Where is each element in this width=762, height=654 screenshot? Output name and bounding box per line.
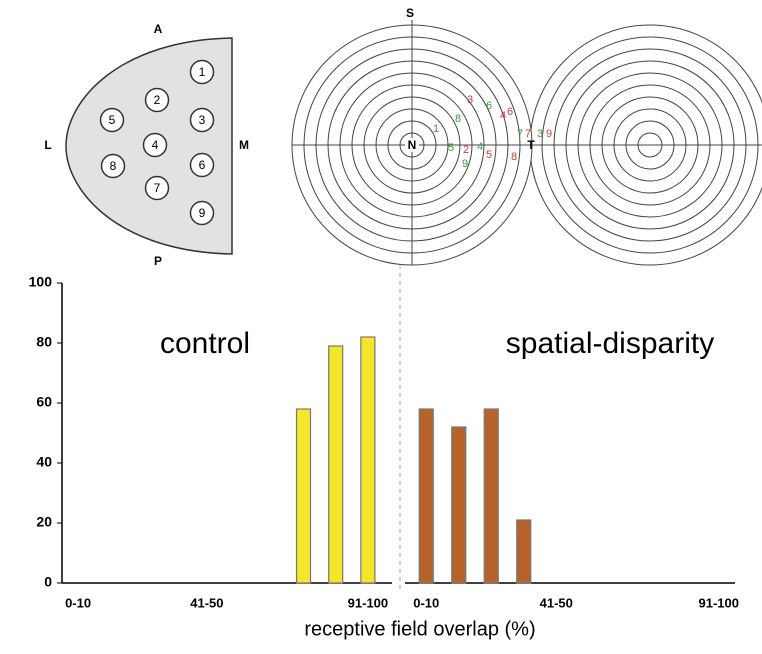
y-tick-label: 40 <box>36 454 52 470</box>
field-point: 4 <box>477 141 483 153</box>
field-point: 9 <box>546 128 552 140</box>
recording-site <box>144 175 170 201</box>
bar <box>451 426 467 584</box>
y-tick-label: 0 <box>44 574 52 590</box>
field-point: 5 <box>448 142 454 154</box>
bar <box>360 336 376 584</box>
field-point: 9 <box>462 158 468 170</box>
orientation-label: L <box>44 138 51 152</box>
recording-site <box>144 87 170 113</box>
orientation-label: N <box>408 138 417 152</box>
site-label: 3 <box>199 113 206 127</box>
label-bg <box>405 138 419 152</box>
recording-site <box>189 59 215 85</box>
recording-site <box>189 200 215 226</box>
recording-site <box>100 153 126 179</box>
recording-site <box>189 107 215 133</box>
field-point: 7 <box>525 128 531 140</box>
site-label: 5 <box>109 113 116 127</box>
recording-site <box>99 107 125 133</box>
eccentricity-ring <box>531 24 762 266</box>
site-label: 2 <box>154 93 161 107</box>
y-tick-label: 60 <box>36 394 52 410</box>
panel-title: control <box>160 327 250 360</box>
x-tick-label: 41-50 <box>190 595 223 610</box>
bar <box>328 345 344 584</box>
y-tick-label: 100 <box>29 274 53 290</box>
bar <box>516 519 532 584</box>
x-tick-label: 41-50 <box>540 595 573 610</box>
site-label: 6 <box>199 158 206 172</box>
site-label: 1 <box>199 65 206 79</box>
field-point: 8 <box>511 151 517 163</box>
visual-field <box>291 20 762 266</box>
y-tick-label: 80 <box>36 334 52 350</box>
field-point: 3 <box>537 128 543 140</box>
orientation-label: S <box>406 6 414 20</box>
field-point: 2 <box>463 144 469 156</box>
x-tick-label: 91-100 <box>348 595 388 610</box>
y-tick-label: 20 <box>36 514 52 530</box>
field-point: 4 <box>500 110 506 122</box>
x-tick-label: 91-100 <box>699 595 739 610</box>
site-label: 4 <box>152 138 159 152</box>
x-axis-label: receptive field overlap (%) <box>304 618 535 640</box>
site-label: 8 <box>110 159 117 173</box>
field-point: 8 <box>455 113 461 125</box>
orientation-label: P <box>154 254 162 268</box>
field-point: 7 <box>517 128 523 140</box>
orientation-label: A <box>154 22 163 36</box>
site-label: 9 <box>199 206 206 220</box>
bar <box>483 408 499 584</box>
field-point: 6 <box>486 100 492 112</box>
panel-title: spatial-disparity <box>506 327 714 360</box>
field-point: 6 <box>507 106 513 118</box>
recording-site <box>189 152 215 178</box>
x-tick-label: 0-10 <box>65 595 91 610</box>
orientation-label: T <box>527 138 535 152</box>
site-label: 7 <box>154 181 161 195</box>
field-point: 5 <box>486 149 492 161</box>
field-point: 1 <box>433 123 439 135</box>
bar <box>418 408 434 584</box>
field-point: 3 <box>467 94 473 106</box>
recording-site <box>142 132 168 158</box>
orientation-label: M <box>239 138 249 152</box>
x-tick-label: 0-10 <box>413 595 439 610</box>
bar <box>295 408 312 584</box>
